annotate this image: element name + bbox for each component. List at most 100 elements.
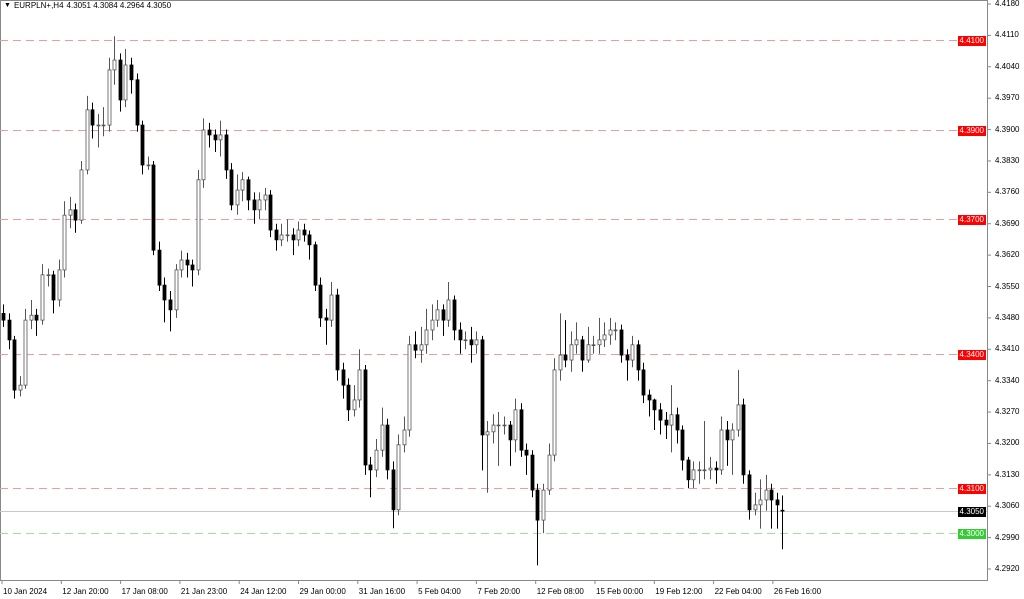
candle-body-bull <box>112 59 117 71</box>
triangle-down-icon[interactable]: ▼ <box>4 2 11 9</box>
candle-body-bull <box>591 344 596 346</box>
symbol-label: EURPLN+,H4 <box>13 1 64 10</box>
candle-body-bull <box>552 369 557 456</box>
candle <box>736 369 741 437</box>
resistance-price-label: 4.3700 <box>957 214 986 225</box>
candle-body-bull <box>702 469 707 472</box>
candle <box>519 403 524 457</box>
candle <box>530 450 535 498</box>
candle <box>446 282 451 327</box>
candle <box>608 317 613 345</box>
candle <box>574 322 579 354</box>
candle <box>151 160 156 256</box>
candle-body-bear <box>480 339 485 436</box>
y-tick-label: 4.3060 <box>995 501 1020 511</box>
candle <box>179 250 184 278</box>
candle <box>535 483 540 566</box>
candle <box>324 308 329 345</box>
candle-body-bear <box>213 134 218 141</box>
candle-body-bull <box>96 124 101 127</box>
candle <box>213 129 218 152</box>
candle <box>597 317 602 354</box>
candle <box>224 129 229 179</box>
candle <box>485 421 490 493</box>
candle-body-bear <box>118 59 123 101</box>
candle-body-bear <box>185 259 190 266</box>
candle-body-bull <box>285 234 290 237</box>
candle <box>563 320 568 368</box>
candle-body-bear <box>73 209 78 221</box>
x-tick-label: 31 Jan 16:00 <box>358 587 406 596</box>
candle-body-bear <box>413 344 418 351</box>
candle-body-bull <box>430 319 435 331</box>
candle-body-bear <box>658 409 663 421</box>
candle <box>424 308 429 354</box>
candle-body-bull <box>496 424 501 427</box>
candle <box>630 335 635 368</box>
candle <box>374 438 379 478</box>
candle-body-bear <box>318 284 323 319</box>
candle-body-bull <box>57 269 62 301</box>
candle <box>68 196 73 229</box>
candle-body-bull <box>146 164 151 167</box>
candle-body-bear <box>458 329 463 341</box>
candle-body-bull <box>101 124 106 127</box>
candle-body-bear <box>1 313 6 321</box>
candle-body-bear <box>168 299 173 311</box>
candle <box>279 223 284 247</box>
y-tick-label: 4.3970 <box>995 93 1020 103</box>
candle <box>96 113 101 148</box>
candle <box>602 322 607 348</box>
candle-body-bull <box>107 69 112 126</box>
candle <box>591 335 596 354</box>
y-tick-label: 4.3620 <box>995 250 1020 260</box>
candle-body-bull <box>218 134 223 141</box>
candle <box>474 331 479 354</box>
plot-border <box>0 0 988 581</box>
candle-body-bull <box>736 404 741 431</box>
candle-body-bull <box>85 109 90 171</box>
candle <box>285 219 290 242</box>
candle-body-bull <box>708 467 713 471</box>
candle <box>168 290 173 332</box>
candle <box>708 456 713 480</box>
candle <box>246 176 251 211</box>
candle <box>34 308 39 336</box>
candle <box>307 230 312 260</box>
candle-body-bull <box>296 229 301 241</box>
candle-body-bear <box>469 339 474 346</box>
candle-body-bear <box>51 274 56 301</box>
candle-body-bull <box>730 429 735 441</box>
support-price-label: 4.3000 <box>957 528 986 539</box>
candle <box>196 169 201 276</box>
candle-body-bull <box>357 369 362 401</box>
candle <box>730 423 735 475</box>
candle <box>508 421 513 466</box>
x-tick-label: 17 Jan 08:00 <box>121 587 168 596</box>
y-tick-label: 4.4180 <box>995 0 1020 8</box>
candle-body-bear <box>441 309 446 321</box>
candle-body-bear <box>563 354 568 361</box>
candle <box>23 308 28 389</box>
candle-body-bull <box>758 499 763 506</box>
candle-body-bull <box>513 409 518 441</box>
candle-body-bear <box>725 429 730 441</box>
candle <box>619 324 624 363</box>
candle <box>263 187 268 211</box>
candle <box>686 456 691 489</box>
candle <box>107 57 112 132</box>
candle-body-bear <box>291 234 296 241</box>
candle-body-bull <box>240 179 245 191</box>
candle <box>558 313 563 381</box>
candle <box>51 270 56 314</box>
candle-body-bull <box>329 294 334 321</box>
candle-body-bull <box>62 214 67 271</box>
candle <box>764 474 769 511</box>
candle-body-bull <box>630 344 635 361</box>
candle <box>1 304 6 327</box>
candle-body-bear <box>530 454 535 491</box>
candle-body-bear <box>780 509 785 512</box>
candle <box>753 492 758 516</box>
